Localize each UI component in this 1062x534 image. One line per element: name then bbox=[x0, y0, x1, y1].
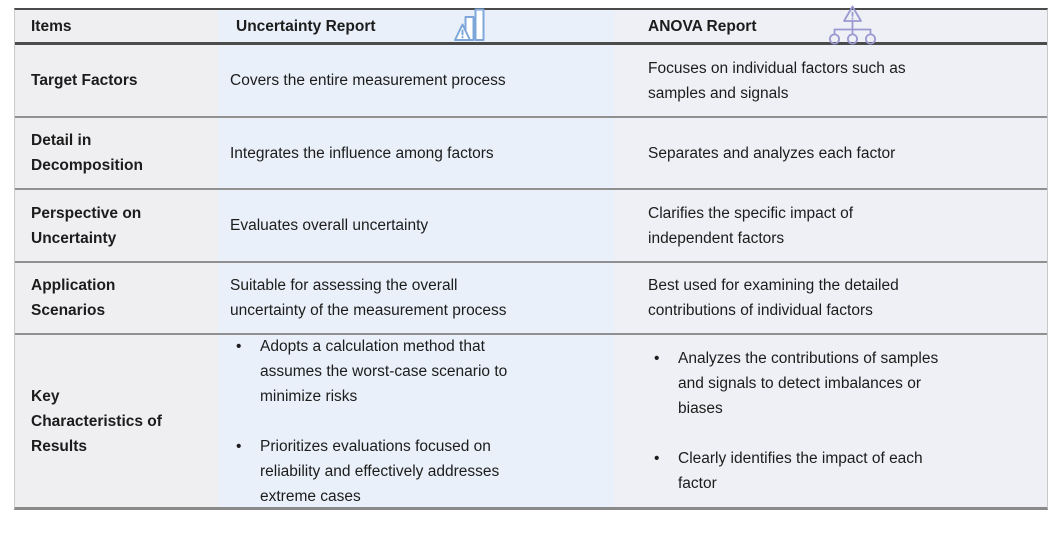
anova-cell: Focuses on individual factors such as sa… bbox=[614, 45, 1047, 116]
cell-text: Best used for examining the detailed con… bbox=[648, 277, 899, 319]
item-label: Key Characteristics of Results bbox=[31, 387, 162, 455]
uncertainty-bullet-list: Adopts a calculation method that assumes… bbox=[230, 309, 507, 534]
comparison-table: Items Uncertainty Report ANOVA Report bbox=[14, 5, 1048, 510]
bullet-item: Prioritizes evaluations focused on relia… bbox=[230, 434, 507, 509]
uncertainty-cell: Adopts a calculation method that assumes… bbox=[218, 334, 614, 507]
anova-cell: Best used for examining the detailed con… bbox=[614, 263, 1047, 333]
item-label: Perspective on Uncertainty bbox=[31, 204, 142, 247]
cell-text: Evaluates overall uncertainty bbox=[230, 217, 429, 234]
cell-text: Integrates the influence among factors bbox=[230, 144, 494, 162]
item-cell: Detail in Decomposition bbox=[15, 118, 218, 188]
item-cell: Target Factors bbox=[15, 45, 218, 116]
hierarchy-warning-icon bbox=[829, 5, 877, 45]
cell-text: Suitable for assessing the overall uncer… bbox=[230, 277, 507, 319]
table-row-application-scenarios: Application Scenarios Suitable for asses… bbox=[15, 263, 1047, 335]
header-cell-uncertainty-report: Uncertainty Report bbox=[218, 8, 614, 42]
header-anova-label: ANOVA Report bbox=[648, 17, 757, 35]
table-row-key-characteristics: Key Characteristics of Results Adopts a … bbox=[15, 334, 1047, 507]
anova-cell: Analyzes the contributions of samples an… bbox=[614, 335, 1047, 507]
table-header-row: Items Uncertainty Report ANOVA Report bbox=[15, 5, 1047, 45]
header-cell-anova-report: ANOVA Report bbox=[614, 5, 1047, 45]
cell-text: Covers the entire measurement process bbox=[230, 72, 506, 89]
uncertainty-cell: Evaluates overall uncertainty bbox=[218, 190, 614, 261]
item-cell: Perspective on Uncertainty bbox=[15, 190, 218, 261]
cell-text: Clarifies the specific impact of indepen… bbox=[648, 204, 854, 247]
header-uncertainty-label: Uncertainty Report bbox=[236, 17, 376, 35]
bullet-item: Adopts a calculation method that assumes… bbox=[230, 334, 507, 409]
item-label: Detail in Decomposition bbox=[31, 132, 143, 174]
anova-cell: Separates and analyzes each factor bbox=[614, 118, 1047, 188]
page: Items Uncertainty Report ANOVA Report bbox=[0, 0, 1062, 517]
bar-chart-warning-icon bbox=[454, 8, 485, 41]
bullet-item: Analyzes the contributions of samples an… bbox=[648, 346, 938, 421]
table-row-detail-in-decomposition: Detail in Decomposition Integrates the i… bbox=[15, 118, 1047, 190]
item-cell: Key Characteristics of Results bbox=[15, 335, 218, 507]
anova-bullet-list: Analyzes the contributions of samples an… bbox=[648, 321, 938, 521]
cell-text: Separates and analyzes each factor bbox=[648, 144, 896, 162]
header-items-label: Items bbox=[31, 17, 72, 35]
table-row-target-factors: Target Factors Covers the entire measure… bbox=[15, 45, 1047, 118]
uncertainty-cell: Integrates the influence among factors bbox=[218, 118, 614, 188]
item-cell: Application Scenarios bbox=[15, 263, 218, 333]
header-cell-items: Items bbox=[15, 10, 218, 42]
uncertainty-cell: Suitable for assessing the overall uncer… bbox=[218, 263, 614, 333]
table-row-perspective-on-uncertainty: Perspective on Uncertainty Evaluates ove… bbox=[15, 190, 1047, 263]
bullet-item: Clearly identifies the impact of each fa… bbox=[648, 446, 938, 496]
item-label: Target Factors bbox=[31, 72, 138, 89]
item-label: Application Scenarios bbox=[31, 277, 116, 319]
uncertainty-cell: Covers the entire measurement process bbox=[218, 45, 614, 116]
anova-cell: Clarifies the specific impact of indepen… bbox=[614, 190, 1047, 261]
cell-text: Focuses on individual factors such as sa… bbox=[648, 59, 906, 102]
